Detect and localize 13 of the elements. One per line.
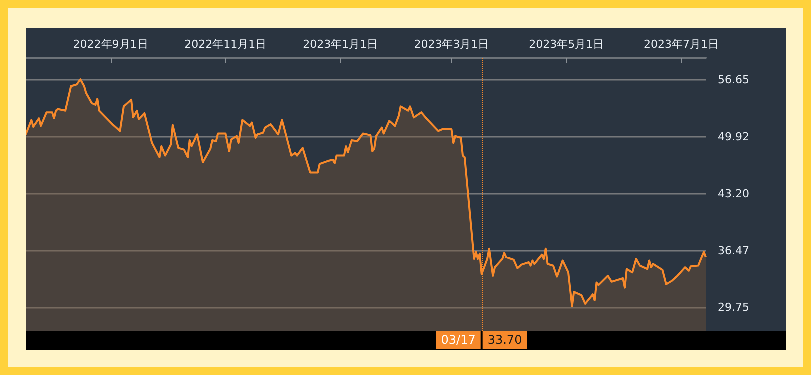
- y-tick-label: 56.65: [718, 74, 750, 87]
- x-tick-label: 2023年7月1日: [644, 38, 720, 51]
- x-tick-label: 2022年11月1日: [184, 38, 267, 51]
- x-tick-label: 2022年9月1日: [73, 38, 148, 51]
- x-tick-label: 2023年1月1日: [303, 38, 378, 51]
- y-tick-label: 36.47: [718, 244, 750, 258]
- y-tick-label: 29.75: [718, 301, 750, 314]
- y-tick-label: 43.20: [718, 187, 750, 200]
- y-tick-label: 49.92: [718, 130, 750, 144]
- text: 33.70: [488, 333, 522, 347]
- ref-line-label: 03/17: [441, 333, 476, 347]
- x-tick-label: 2023年5月1日: [529, 38, 604, 51]
- x-tick-label: 2023年3月1日: [414, 38, 490, 51]
